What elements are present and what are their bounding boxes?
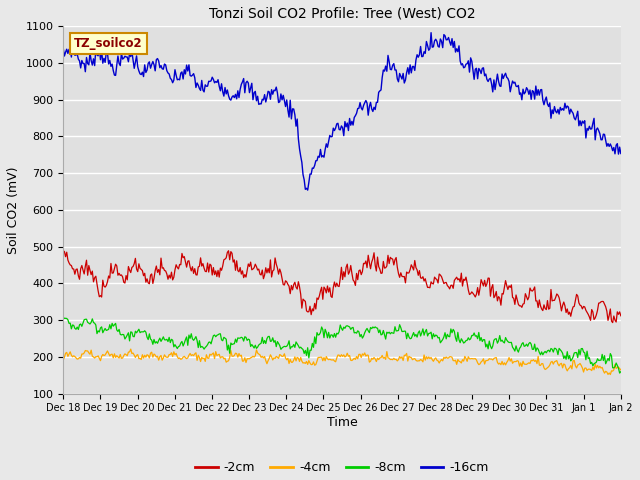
- Y-axis label: Soil CO2 (mV): Soil CO2 (mV): [7, 166, 20, 254]
- X-axis label: Time: Time: [326, 416, 357, 429]
- Text: TZ_soilco2: TZ_soilco2: [74, 37, 143, 50]
- Title: Tonzi Soil CO2 Profile: Tree (West) CO2: Tonzi Soil CO2 Profile: Tree (West) CO2: [209, 7, 476, 21]
- Legend: -2cm, -4cm, -8cm, -16cm: -2cm, -4cm, -8cm, -16cm: [190, 456, 494, 479]
